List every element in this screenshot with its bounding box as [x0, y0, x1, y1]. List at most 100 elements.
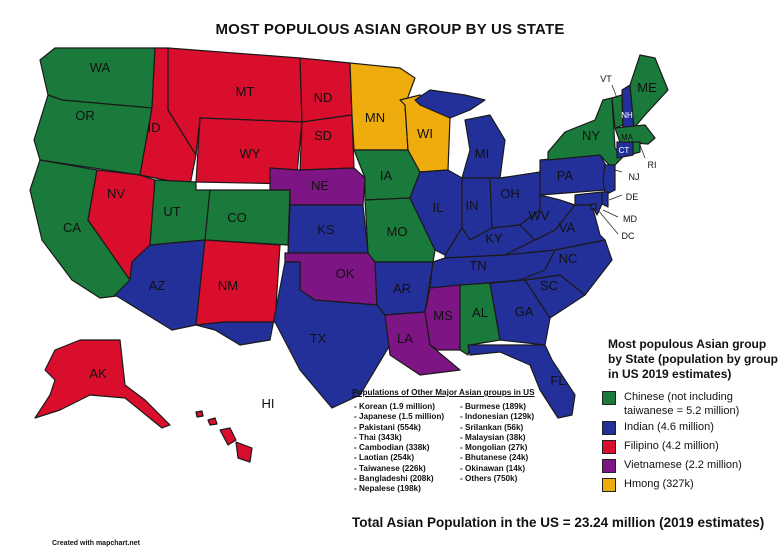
label-ut: UT — [163, 204, 180, 219]
legend-swatch — [602, 440, 616, 454]
label-fl: FL — [550, 373, 565, 388]
label-nv: NV — [107, 186, 125, 201]
other-groups-col-1: - Korean (1.9 million) - Japanese (1.5 m… — [354, 402, 444, 495]
legend-label: Hmong (327k) — [624, 478, 694, 490]
state-de[interactable] — [601, 191, 609, 208]
label-ga: GA — [515, 304, 534, 319]
label-ar: AR — [393, 281, 411, 296]
label-al: AL — [472, 305, 488, 320]
state-nj[interactable] — [602, 164, 616, 196]
label-ri: RI — [648, 160, 657, 170]
other-groups-panel: Populations of Other Major Asian groups … — [352, 388, 592, 493]
label-dc: DC — [622, 231, 635, 241]
label-ne: NE — [311, 178, 329, 193]
legend-swatch — [602, 421, 616, 435]
state-tx[interactable] — [195, 261, 391, 409]
label-hi: HI — [262, 396, 275, 411]
label-co: CO — [227, 210, 247, 225]
other-group-item: - Okinawan (14k) — [460, 463, 526, 473]
other-group-item: - Nepalese (198k) — [354, 484, 421, 494]
label-wv: WV — [529, 208, 550, 223]
legend-swatch — [602, 391, 616, 405]
label-ak: AK — [89, 366, 107, 381]
legend-label: Indian (4.6 million) — [624, 421, 714, 433]
label-mo: MO — [387, 224, 408, 239]
label-pa: PA — [557, 168, 574, 183]
label-wa: WA — [90, 60, 111, 75]
other-group-item: - Bhutanese (24k) — [460, 453, 529, 463]
label-nc: NC — [559, 251, 578, 266]
other-group-item: - Mongolian (27k) — [460, 443, 528, 453]
state-ct[interactable] — [616, 141, 634, 159]
label-va: VA — [559, 220, 576, 235]
legend-swatch — [602, 459, 616, 473]
label-id: ID — [148, 120, 161, 135]
other-group-item: - Thai (343k) — [354, 432, 402, 442]
label-wi: WI — [417, 126, 433, 141]
state-hi[interactable] — [195, 410, 253, 463]
label-wy: WY — [240, 146, 261, 161]
legend-label: Chinese (not including taiwanese = 5.2 m… — [624, 391, 740, 417]
state-ri[interactable] — [632, 141, 641, 155]
state-co[interactable] — [204, 189, 291, 246]
other-groups-col-2: - Burmese (189k) - Indonesian (129k) - S… — [460, 402, 534, 484]
other-group-item: - Taiwanese (226k) — [354, 463, 426, 473]
label-nd: ND — [314, 90, 333, 105]
label-ky: KY — [485, 231, 503, 246]
label-sd: SD — [314, 128, 332, 143]
state-fl[interactable] — [467, 344, 576, 419]
label-md: MD — [623, 214, 637, 224]
state-ny[interactable] — [547, 97, 623, 169]
legend-swatch — [602, 478, 616, 492]
map-title: MOST POPULOUS ASIAN GROUP BY US STATE — [215, 21, 565, 38]
other-group-item: - Others (750k) — [460, 474, 518, 484]
state-ak[interactable] — [34, 339, 171, 429]
label-mn: MN — [365, 110, 385, 125]
other-group-item: - Burmese (189k) — [460, 402, 526, 411]
label-il: IL — [433, 200, 444, 215]
total-population: Total Asian Population in the US = 23.24… — [352, 515, 765, 530]
label-la: LA — [397, 331, 413, 346]
state-wv[interactable] — [519, 194, 576, 241]
other-group-item: - Cambodian (338k) — [354, 443, 430, 453]
label-tn: TN — [469, 258, 486, 273]
label-me: ME — [637, 80, 657, 95]
state-nc[interactable] — [519, 239, 613, 296]
state-dc[interactable] — [590, 203, 597, 210]
credit-text: Created with mapchart.net — [52, 540, 140, 547]
state-ma[interactable] — [614, 124, 656, 145]
label-ia: IA — [380, 168, 393, 183]
label-tx: TX — [310, 331, 327, 346]
label-ct: CT — [619, 146, 630, 155]
legend-label: Filipino (4.2 million) — [624, 440, 719, 452]
legend-title: Most populous Asian group by State (popu… — [608, 337, 778, 381]
state-pa[interactable] — [539, 154, 611, 196]
label-in: IN — [466, 198, 479, 213]
label-ks: KS — [317, 222, 335, 237]
label-nm: NM — [218, 278, 238, 293]
label-ma: MA — [621, 133, 634, 142]
label-mi: MI — [475, 146, 489, 161]
other-group-item: - Japanese (1.5 million) — [354, 412, 445, 422]
label-nh: NH — [621, 111, 633, 120]
other-groups-title: Populations of Other Major Asian groups … — [352, 388, 535, 397]
other-group-item: - Bangladeshi (208k) — [354, 474, 434, 484]
other-group-item: - Laotian (254k) — [354, 453, 415, 463]
state-mi-up[interactable] — [414, 89, 486, 119]
label-ca: CA — [63, 220, 81, 235]
other-group-item: - Pakistani (554k) — [354, 422, 421, 432]
legend-label: Vietnamese (2.2 million) — [624, 459, 742, 471]
label-de: DE — [626, 192, 639, 202]
label-mt: MT — [236, 84, 255, 99]
label-vt: VT — [600, 74, 612, 84]
other-group-item: - Srilankan (56k) — [460, 422, 524, 432]
label-oh: OH — [500, 186, 520, 201]
other-group-item: - Korean (1.9 million) — [354, 402, 435, 411]
label-ms: MS — [433, 308, 453, 323]
label-sc: SC — [540, 278, 558, 293]
label-or: OR — [75, 108, 95, 123]
label-ny: NY — [582, 128, 600, 143]
other-group-item: - Malaysian (38k) — [460, 432, 526, 442]
label-ok: OK — [336, 266, 355, 281]
